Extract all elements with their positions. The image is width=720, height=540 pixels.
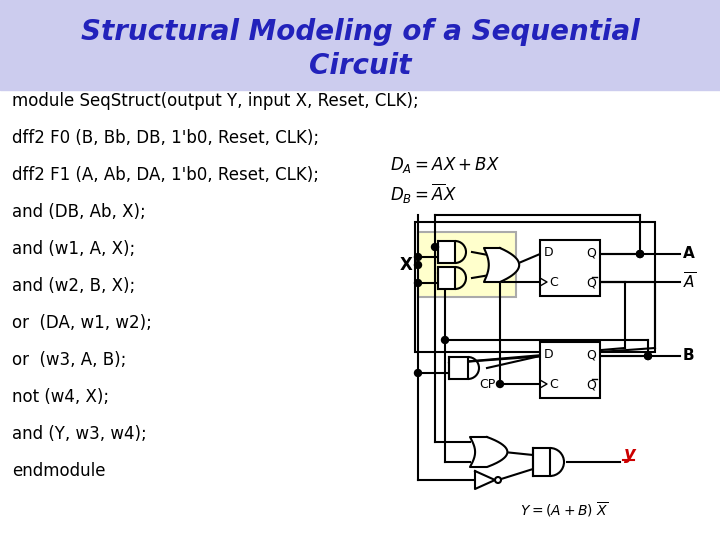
Text: $D_B = \overline{A}X$: $D_B = \overline{A}X$ [390, 182, 456, 206]
Circle shape [415, 280, 421, 287]
Text: C: C [549, 379, 558, 392]
Text: Circuit: Circuit [309, 52, 411, 80]
Circle shape [415, 369, 421, 376]
Bar [418, 232, 516, 297]
Polygon shape [470, 437, 508, 467]
Circle shape [431, 244, 438, 251]
Circle shape [495, 477, 501, 483]
Text: Structural Modeling of a Sequential: Structural Modeling of a Sequential [81, 18, 639, 46]
Text: CP: CP [479, 379, 495, 392]
Bar [0, 0, 720, 90]
Circle shape [415, 261, 421, 268]
Text: dff2 F1 (A, Ab, DA, 1'b0, Reset, CLK);: dff2 F1 (A, Ab, DA, 1'b0, Reset, CLK); [12, 166, 319, 184]
Bar [449, 357, 468, 379]
Text: B: B [683, 348, 695, 363]
Text: and (Y, w3, w4);: and (Y, w3, w4); [12, 425, 147, 443]
Text: $Y = (A+B)\ \overline{X}$: $Y = (A+B)\ \overline{X}$ [520, 501, 608, 519]
Text: Q: Q [586, 379, 596, 392]
Bar [533, 448, 550, 476]
Circle shape [441, 336, 449, 343]
Text: or  (DA, w1, w2);: or (DA, w1, w2); [12, 314, 152, 332]
Text: D: D [544, 348, 554, 361]
Text: $D_A = AX + BX$: $D_A = AX + BX$ [390, 155, 500, 175]
Text: module SeqStruct(output Y, input X, Reset, CLK);: module SeqStruct(output Y, input X, Rese… [12, 92, 419, 110]
Text: or  (w3, A, B);: or (w3, A, B); [12, 351, 127, 369]
Text: y: y [624, 445, 636, 463]
Text: A: A [683, 246, 695, 261]
Circle shape [636, 251, 644, 258]
Text: Q: Q [586, 348, 596, 361]
Text: endmodule: endmodule [12, 462, 106, 480]
Circle shape [415, 253, 421, 260]
Text: D: D [544, 246, 554, 260]
Bar [438, 241, 455, 263]
Polygon shape [475, 471, 495, 489]
Circle shape [497, 381, 503, 388]
Bar [540, 240, 600, 296]
Text: and (DB, Ab, X);: and (DB, Ab, X); [12, 203, 145, 221]
Text: X: X [400, 256, 413, 274]
Text: Q: Q [586, 246, 596, 260]
Bar [540, 342, 600, 398]
Text: dff2 F0 (B, Bb, DB, 1'b0, Reset, CLK);: dff2 F0 (B, Bb, DB, 1'b0, Reset, CLK); [12, 129, 319, 147]
Bar [415, 222, 655, 352]
Circle shape [644, 353, 652, 360]
Text: $\overline{A}$: $\overline{A}$ [683, 272, 696, 292]
Circle shape [644, 353, 652, 360]
Bar [438, 267, 455, 289]
Text: C: C [549, 276, 558, 289]
Text: and (w1, A, X);: and (w1, A, X); [12, 240, 135, 258]
Circle shape [636, 251, 644, 258]
Text: and (w2, B, X);: and (w2, B, X); [12, 277, 135, 295]
Polygon shape [484, 248, 519, 282]
Text: not (w4, X);: not (w4, X); [12, 388, 109, 406]
Text: Q: Q [586, 276, 596, 289]
